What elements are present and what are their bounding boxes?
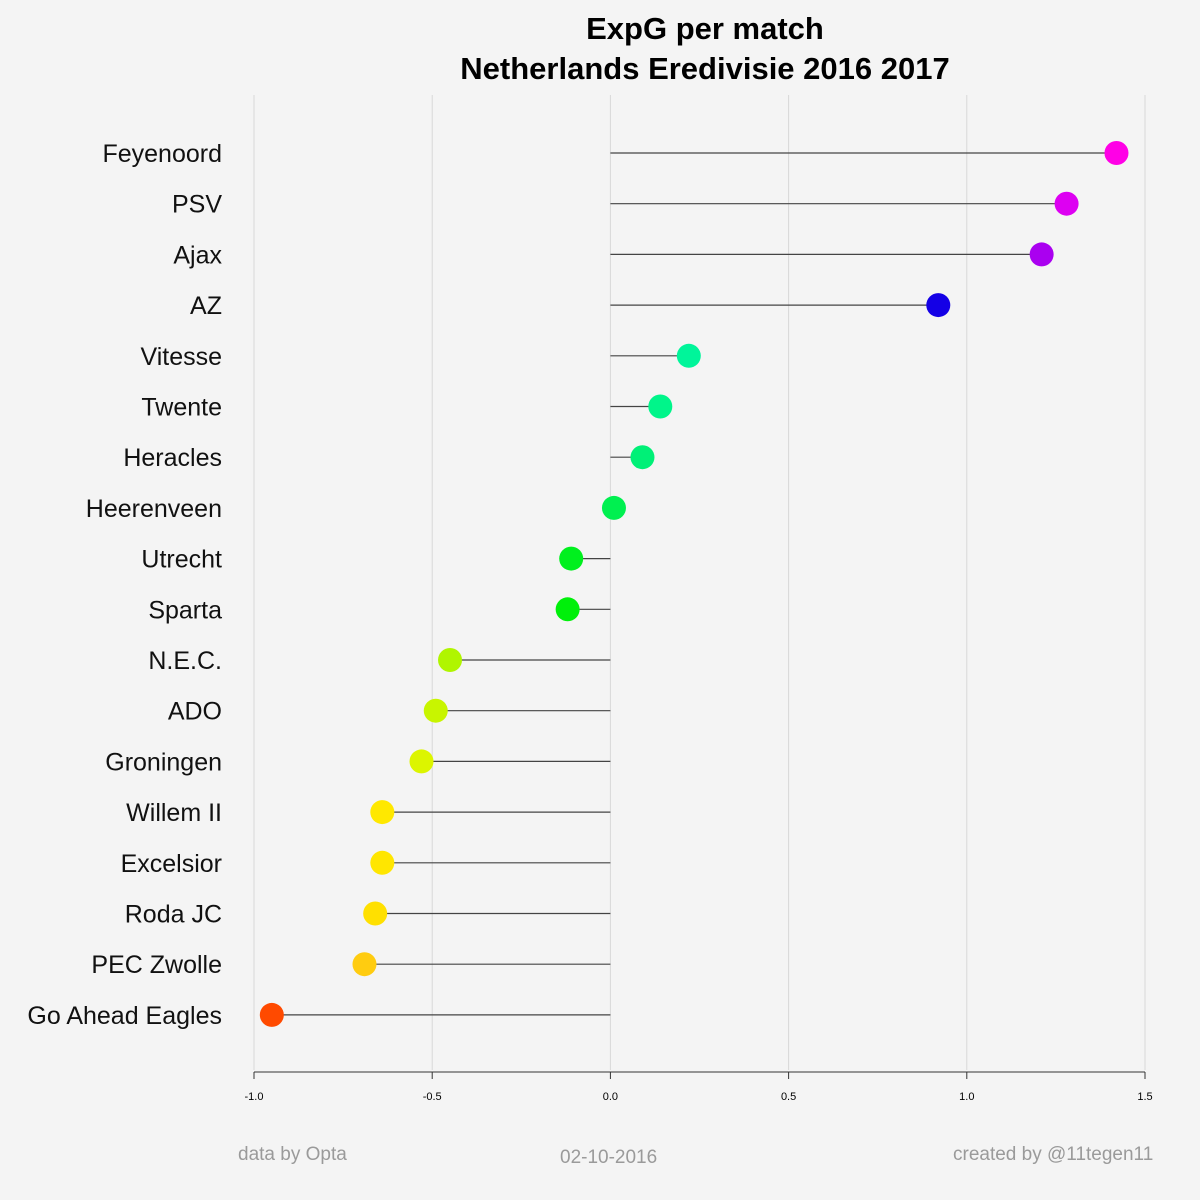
x-tick-label: -0.5 [423, 1091, 442, 1103]
data-point [409, 749, 434, 774]
data-point [259, 1002, 284, 1027]
data-point [630, 445, 655, 470]
x-tick-label: 1.5 [1137, 1091, 1152, 1103]
category-label: Go Ahead Eagles [27, 1002, 222, 1030]
category-label: ADO [168, 698, 222, 726]
data-point [352, 952, 377, 977]
data-point [370, 800, 395, 825]
data-point [1104, 141, 1129, 165]
date-note: 02-10-2016 [560, 1147, 658, 1168]
data-point [555, 597, 580, 622]
category-label: Heracles [123, 444, 222, 472]
category-label: PSV [172, 191, 222, 219]
data-point [1054, 191, 1079, 216]
x-tick-label: -1.0 [245, 1091, 264, 1103]
category-label: Willem II [126, 799, 222, 827]
category-label: Vitesse [140, 343, 222, 371]
x-tick-label: 0.5 [781, 1091, 796, 1103]
category-label: PEC Zwolle [91, 951, 222, 979]
category-label: Excelsior [121, 850, 222, 878]
x-tick-label: 0.0 [603, 1091, 618, 1103]
data-point [370, 850, 395, 875]
category-label: Ajax [173, 241, 222, 269]
data-point [648, 394, 673, 419]
data-point [676, 343, 701, 368]
data-point [423, 698, 448, 723]
category-label: Utrecht [141, 546, 222, 574]
category-label: Twente [141, 394, 222, 422]
data-point [926, 293, 951, 318]
category-label: N.E.C. [148, 647, 222, 675]
chart-subtitle: Netherlands Eredivisie 2016 2017 [460, 51, 950, 86]
chart-title: ExpG per match [586, 11, 824, 46]
category-label: Sparta [148, 596, 222, 624]
data-point [1029, 242, 1054, 267]
credit-note: created by @11tegen11 [953, 1144, 1154, 1165]
data-point [363, 901, 388, 926]
category-label: Roda JC [125, 901, 222, 929]
data-point [601, 495, 626, 520]
category-label: Heerenveen [86, 495, 222, 523]
category-label: Groningen [105, 748, 222, 776]
data-point [438, 648, 463, 672]
category-label: AZ [190, 292, 222, 320]
category-label: Feyenoord [102, 140, 222, 168]
x-tick-label: 1.0 [959, 1091, 974, 1103]
data-point [559, 546, 584, 571]
source-note: data by Opta [238, 1144, 347, 1165]
